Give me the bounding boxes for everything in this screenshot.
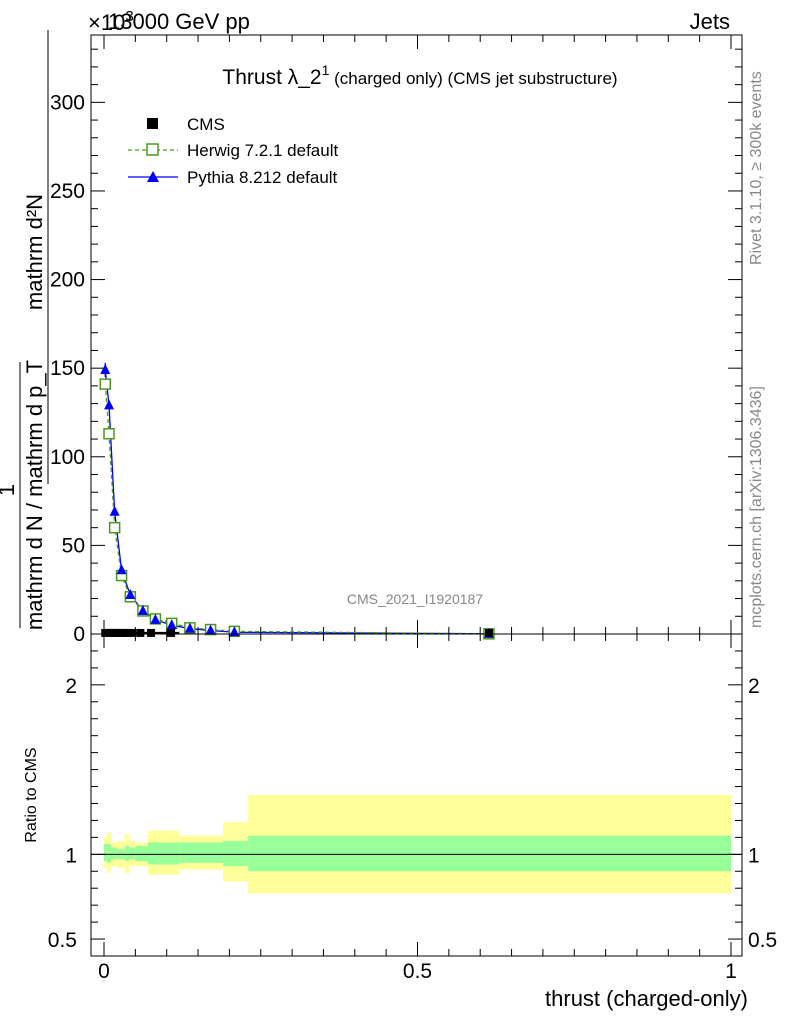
ratio-y-tick-label: 0.5 xyxy=(48,929,77,952)
legend-herwig-marker xyxy=(146,143,159,156)
main-y-tick-label: 100 xyxy=(50,446,85,469)
process-label: Jets xyxy=(690,9,730,34)
ratio-y-tick-label-right: 2 xyxy=(748,675,760,698)
cms-point xyxy=(484,628,493,637)
pythia-point xyxy=(184,622,195,633)
main-y-tick-label: 0 xyxy=(73,623,85,646)
energy-label: 13000 GeV pp xyxy=(108,9,250,34)
pythia-point xyxy=(150,613,161,624)
pythia-point xyxy=(137,604,148,615)
ratio-inner-band xyxy=(110,847,118,860)
pythia-point xyxy=(125,589,136,600)
ratio-axis-ticks: 0.5 0.5 1 1 2 2 0 0.5 1 xyxy=(48,634,777,983)
main-y-axis-label: mathrm d²N 1 mathrm d N / mathrm d p_T xyxy=(0,30,49,630)
analysis-label: CMS_2021_I1920187 xyxy=(347,591,483,607)
exponent-label: ×103 xyxy=(88,8,134,35)
ylabel-numerator: mathrm d²N xyxy=(22,194,47,310)
ratio-inner-band xyxy=(124,845,130,862)
main-y-tick-label: 150 xyxy=(50,357,85,380)
ratio-inner-band xyxy=(129,847,136,860)
ratio-inner-band xyxy=(147,842,180,865)
main-y-tick-label: 250 xyxy=(50,180,85,203)
legend-herwig-label: Herwig 7.2.1 default xyxy=(187,141,338,160)
legend-cms-label: CMS xyxy=(187,115,225,134)
ratio-y-tick-label-right: 0.5 xyxy=(748,929,777,952)
main-y-tick-label: 300 xyxy=(50,91,85,114)
x-axis-label: thrust (charged-only) xyxy=(545,986,748,1011)
ratio-frame xyxy=(90,633,743,957)
ratio-y-tick-label: 2 xyxy=(65,675,77,698)
pythia-point xyxy=(109,505,120,516)
main-y-tick-label: 200 xyxy=(50,269,85,292)
ratio-y-tick-label-right: 1 xyxy=(748,844,760,867)
main-axis-ticks: 0 50 100 150 200 250 300 xyxy=(50,35,742,646)
legend-pythia-marker xyxy=(147,171,159,182)
ratio-y-axis-label: Ratio to CMS xyxy=(23,747,40,842)
herwig-point xyxy=(108,521,121,534)
pythia-point xyxy=(100,363,111,374)
ratio-plot-panel: 0.5 0.5 1 1 2 2 0 0.5 1 Ratio to CMS thrust (cha… xyxy=(23,633,777,1011)
ratio-inner-band xyxy=(179,842,224,863)
legend-pythia-label: Pythia 8.212 default xyxy=(187,168,338,187)
pythia-point xyxy=(104,399,115,410)
pythia-point xyxy=(116,564,127,575)
legend-cms-marker xyxy=(147,118,158,129)
rivet-label: Rivet 3.1.10, ≥ 300k events xyxy=(748,71,765,265)
x-tick-label: 0 xyxy=(98,960,110,983)
ratio-bands-layer xyxy=(91,795,742,894)
herwig-point xyxy=(99,378,112,390)
ylabel-prefactor-num: 1 xyxy=(0,484,19,496)
ratio-y-tick-label: 1 xyxy=(65,844,77,867)
mcplots-label: mcplots.cern.ch [arXiv:1306.3436] xyxy=(748,386,765,628)
ratio-inner-band xyxy=(107,844,111,863)
ratio-inner-band xyxy=(135,845,148,862)
x-tick-label: 0.5 xyxy=(403,960,432,983)
pythia-point xyxy=(205,624,216,635)
x-tick-label: 1 xyxy=(725,960,737,983)
pythia-point xyxy=(166,619,177,630)
chart-title: Thrust λ_21 (charged only) (CMS jet subs… xyxy=(222,62,617,89)
main-plot-panel: 0 50 100 150 200 250 300 Thrust λ_21 (charged … xyxy=(50,34,743,646)
ylabel-prefactor-den: mathrm d N / mathrm d p_T xyxy=(22,360,47,630)
ratio-inner-band xyxy=(104,844,108,862)
ratio-inner-band xyxy=(223,840,249,867)
main-y-tick-label: 50 xyxy=(62,534,85,557)
legend: CMS Herwig 7.2.1 default Pythia 8.212 de… xyxy=(128,115,338,187)
ratio-inner-band xyxy=(248,835,731,872)
herwig-point xyxy=(103,427,115,440)
